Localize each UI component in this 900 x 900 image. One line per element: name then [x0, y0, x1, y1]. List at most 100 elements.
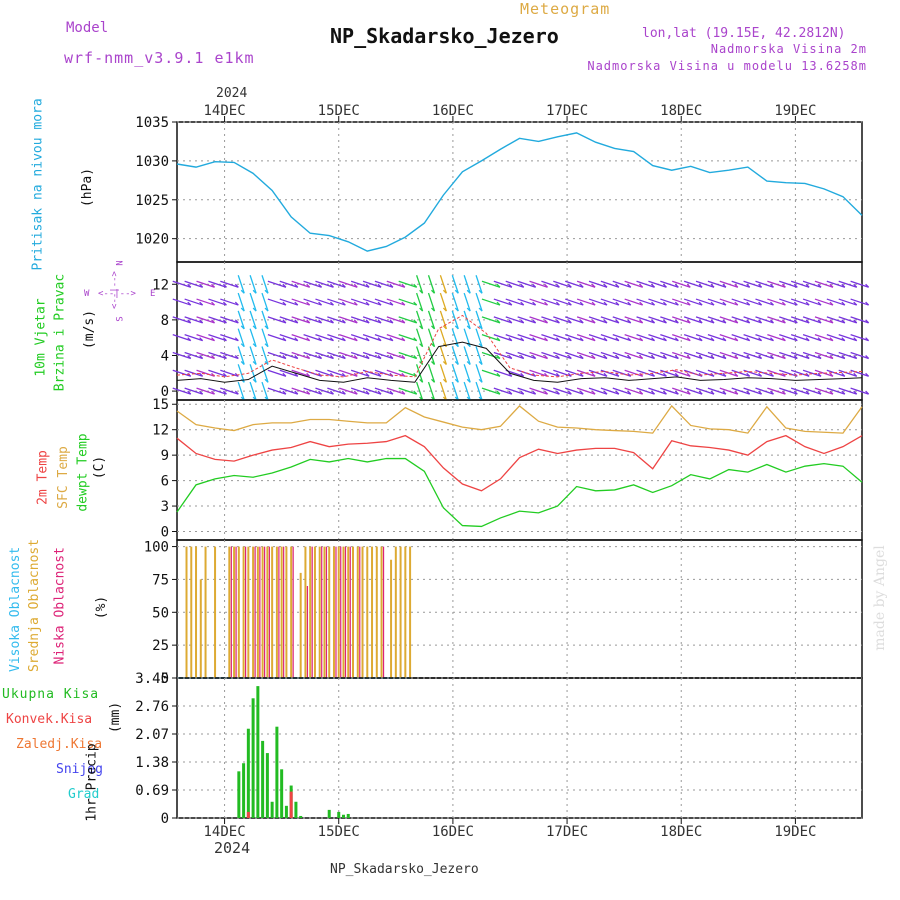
wind-barb-head	[478, 378, 483, 383]
wind-barb-head	[211, 355, 216, 359]
wind-barb-head	[781, 283, 786, 288]
wind-barb-head	[294, 319, 299, 324]
wind-barb-head	[698, 355, 703, 359]
wind-barb	[600, 351, 620, 360]
wind-barb	[564, 334, 584, 342]
wind-barb-head	[240, 361, 245, 365]
wind-barb	[826, 369, 846, 377]
wind-barb-head	[651, 301, 656, 306]
wind-barb-head	[532, 283, 537, 288]
y-tick-label: 0	[161, 811, 169, 827]
wind-barb-head	[770, 283, 774, 288]
wind-barb-head	[187, 319, 192, 324]
wind-barb	[220, 351, 239, 360]
wind-barb	[695, 280, 715, 288]
wind-barb	[790, 369, 810, 377]
wind-barb	[541, 351, 560, 360]
wind-barb	[398, 280, 417, 288]
wind-barb	[755, 280, 774, 288]
wind-barb-head	[508, 319, 513, 324]
wind-barb	[838, 316, 857, 324]
wind-barb-head	[353, 283, 358, 288]
wind-barb	[719, 387, 739, 395]
wind-barb-head	[674, 283, 679, 288]
wind-barb	[600, 316, 620, 324]
wind-barb	[427, 346, 436, 365]
altitude-text: Nadmorska Visina 2m	[710, 42, 867, 56]
wind-barb	[624, 280, 643, 288]
wind-barb	[184, 298, 203, 306]
wind-barb-head	[555, 283, 560, 288]
wind-barb-head	[234, 337, 239, 342]
wind-barb-head	[330, 390, 334, 395]
wind-barb	[695, 298, 715, 306]
wind-barb-head	[478, 325, 483, 330]
wind-barb	[517, 298, 536, 306]
wind-barb-head	[591, 355, 596, 359]
wind-barb-head	[520, 337, 525, 342]
wind-barb	[196, 334, 215, 342]
wind-barb-head	[442, 289, 447, 294]
wind-barb-head	[294, 283, 299, 288]
precip-total-bar	[327, 809, 331, 818]
wind-barb	[463, 364, 471, 383]
wind-barb-head	[478, 289, 483, 294]
wind-barb	[541, 369, 560, 377]
wind-barb	[517, 316, 536, 324]
wind-barb	[624, 334, 643, 342]
wind-barb	[636, 387, 655, 395]
wind-barb	[767, 298, 786, 306]
wind-barb	[838, 369, 857, 377]
wind-barb	[636, 316, 655, 324]
wind-barb	[660, 298, 679, 306]
wind-barb	[220, 334, 239, 342]
wind-barb	[327, 298, 346, 306]
wind-barb-head	[211, 337, 216, 342]
precip-panel: 0 0.69 1.38 2.07 2.76 3.45	[135, 671, 863, 827]
wind-barb-head	[710, 301, 715, 306]
wind-barb	[386, 298, 406, 306]
wind-barb-head	[211, 319, 216, 324]
wind-barb	[208, 387, 227, 395]
wind-barb-head	[466, 325, 471, 330]
precip-total-bar	[337, 811, 341, 818]
wind-barb-head	[240, 289, 245, 294]
wind-barb	[790, 280, 810, 288]
wind-barb	[636, 369, 655, 377]
wind-barb	[755, 298, 774, 306]
wind-barb	[707, 334, 727, 342]
wind-barb	[600, 334, 620, 342]
wind-ylabel-sub: Brzina i Pravac	[52, 273, 68, 392]
wind-barb-head	[222, 319, 227, 324]
wind-barb-head	[627, 355, 632, 359]
wind-barb-head	[264, 343, 269, 348]
wind-barb-head	[211, 390, 216, 395]
temperature-panel: 0 3 6 9 12 15	[152, 397, 863, 541]
wind-barb	[481, 316, 501, 324]
wind-barb	[719, 298, 739, 306]
wind-barb	[755, 316, 774, 324]
wind-barb	[439, 346, 448, 365]
wind-barb	[196, 316, 215, 324]
wind-barb-head	[306, 337, 311, 342]
wind-barb-head	[853, 283, 858, 288]
bottom-time-labels: 14DEC 15DEC 16DEC 17DEC 18DEC 19DEC	[203, 818, 816, 840]
footer-station: NP_Skadarsko_Jezero	[330, 862, 479, 877]
wind-barb	[398, 387, 417, 395]
wind-barb-head	[318, 301, 323, 306]
wind-barb-head	[234, 355, 239, 359]
wind-barb-head	[496, 337, 501, 342]
wind-barb	[743, 316, 762, 324]
wind-barb	[505, 298, 524, 306]
wind-barb	[350, 316, 370, 324]
wind-barb-head	[419, 289, 424, 294]
wind-barb-head	[330, 283, 334, 288]
wind-barb-head	[520, 301, 525, 306]
wind-barb-head	[829, 301, 834, 306]
wind-barb-head	[520, 319, 525, 324]
wind-barb-head	[805, 301, 810, 306]
wind-barb	[327, 334, 346, 342]
wind-barb-head	[544, 319, 548, 324]
wind-barb	[564, 369, 584, 377]
wind-barb-head	[252, 361, 257, 365]
